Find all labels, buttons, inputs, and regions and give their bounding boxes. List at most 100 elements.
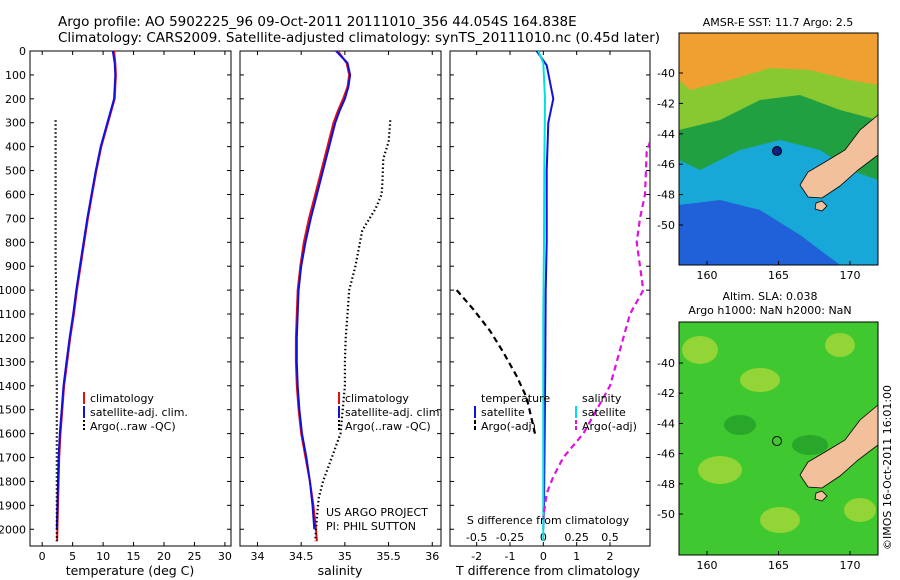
depth-tick-label: 800 xyxy=(5,236,26,249)
depth-tick-label: 1700 xyxy=(0,452,26,465)
lon-tick-label: 170 xyxy=(840,269,861,282)
x-tick-label: 34 xyxy=(250,550,264,563)
depth-tick-label: 1200 xyxy=(0,332,26,345)
legend-label-t-satellite: satellite xyxy=(481,406,525,419)
lat-tick-label: -48 xyxy=(657,189,675,202)
difference-panel-frame xyxy=(449,50,651,547)
project-credit: US ARGO PROJECT xyxy=(326,506,428,519)
salinity-x-axis: 34 34.5 35 35.5 36 xyxy=(250,51,439,563)
depth-tick-label: 1100 xyxy=(0,308,26,321)
salinity-axis-ticks xyxy=(240,50,441,530)
x-tick-label: -2 xyxy=(471,550,482,563)
series-satellite-adj-clim xyxy=(295,51,352,530)
x-tick-label: -1 xyxy=(505,550,516,563)
x-tick-label: 35.5 xyxy=(376,550,401,563)
x-tick-label: 20 xyxy=(157,550,171,563)
temperature-profiles xyxy=(54,51,117,542)
depth-tick-label: 300 xyxy=(5,117,26,130)
salinity-panel-frame xyxy=(239,50,442,547)
legend-heading-salinity: salinity xyxy=(582,392,622,405)
temperature-legend: climatology satellite-adj. clim. Argo(..… xyxy=(83,392,188,433)
lon-tick-label: 160 xyxy=(697,269,718,282)
sla-map-title-line1: Altim. SLA: 0.038 xyxy=(722,290,817,303)
depth-tick-label: 600 xyxy=(5,188,26,201)
sst-map xyxy=(679,33,878,265)
sla-map-axes: -40 -42 -44 -46 -48 -50 160 165 170 xyxy=(657,357,860,572)
series-temperature-argo-adj xyxy=(455,289,537,434)
depth-tick-label: 1800 xyxy=(0,475,26,488)
legend-label-argo: Argo(..raw -QC) xyxy=(90,420,176,433)
lat-tick-label: -40 xyxy=(657,67,675,80)
legend-heading-temperature: temperature xyxy=(481,392,550,405)
lat-tick-label: -44 xyxy=(657,128,675,141)
lat-tick-label: -50 xyxy=(657,508,675,521)
x-tick-label: 5 xyxy=(69,550,76,563)
series-salinity-satellite xyxy=(537,51,546,542)
lat-tick-label: -48 xyxy=(657,478,675,491)
x-tick-label: 34.5 xyxy=(289,550,314,563)
depth-tick-label: 1900 xyxy=(0,499,26,512)
depth-tick-label: 1500 xyxy=(0,404,26,417)
top-axis-title: S difference from climatology xyxy=(467,514,630,527)
temperature-x-axis: 0 5 10 15 20 25 30 xyxy=(39,51,232,563)
legend-label-satellite: satellite-adj. clim. xyxy=(345,406,443,419)
x-tick-label: 0 xyxy=(540,550,547,563)
x-tick-label: 15 xyxy=(127,550,141,563)
sla-patch xyxy=(825,333,855,357)
x-tick-label: 0 xyxy=(39,550,46,563)
series-temperature-satellite xyxy=(535,51,555,530)
temperature-axis-title: temperature (deg C) xyxy=(66,563,195,578)
lat-tick-label: -42 xyxy=(657,97,675,110)
difference-axis-ticks xyxy=(450,50,650,530)
salinity-legend: climatology satellite-adj. clim. Argo(..… xyxy=(338,392,443,433)
sst-map-axes: -40 -42 -44 -46 -48 -50 160 165 170 xyxy=(657,67,860,282)
sla-map xyxy=(679,322,878,555)
lat-tick-label: -46 xyxy=(657,158,675,171)
lat-tick-label: -40 xyxy=(657,357,675,370)
sla-map-title-line2: Argo h1000: NaN h2000: NaN xyxy=(688,304,851,317)
top-tick-label: -0.25 xyxy=(496,531,524,544)
depth-tick-label: 900 xyxy=(5,260,26,273)
sst-float-marker xyxy=(772,146,782,156)
top-tick-label: -0.5 xyxy=(466,531,487,544)
legend-label-satellite: satellite-adj. clim. xyxy=(90,406,188,419)
sla-patch xyxy=(844,498,876,522)
depth-tick-label: 700 xyxy=(5,212,26,225)
series-climatology xyxy=(294,51,351,542)
series-salinity-argo-adj xyxy=(542,141,650,518)
sla-patch xyxy=(698,456,742,484)
sla-patch xyxy=(682,336,718,364)
salinity-profiles xyxy=(294,51,392,542)
lon-tick-label: 165 xyxy=(768,559,789,572)
difference-axis-title: T difference from climatology xyxy=(455,563,641,578)
top-tick-label: 0.5 xyxy=(601,531,619,544)
figure-title-line2: Climatology: CARS2009. Satellite-adjuste… xyxy=(58,30,660,46)
difference-x-axis: -2 -1 0 1 2 xyxy=(471,51,614,563)
depth-tick-label: 400 xyxy=(5,141,26,154)
legend-label-s-satellite: satellite xyxy=(582,406,626,419)
lat-tick-label: -42 xyxy=(657,387,675,400)
series-argo-raw-qc xyxy=(314,120,392,542)
legend-label-s-argo: Argo(-adj) xyxy=(582,420,637,433)
depth-tick-label: 0 xyxy=(19,45,26,58)
depth-tick-label: 1600 xyxy=(0,428,26,441)
difference-legend: temperature satellite Argo(-adj) salinit… xyxy=(474,392,637,433)
lat-tick-label: -46 xyxy=(657,448,675,461)
lat-tick-label: -50 xyxy=(657,219,675,232)
legend-label-t-argo: Argo(-adj) xyxy=(481,420,536,433)
difference-profiles xyxy=(455,51,650,542)
sla-land-south-island xyxy=(799,404,878,489)
x-tick-label: 1 xyxy=(573,550,580,563)
depth-tick-label: 1000 xyxy=(0,284,26,297)
sla-patch xyxy=(792,435,828,455)
lon-tick-label: 170 xyxy=(840,559,861,572)
depth-tick-label: 1300 xyxy=(0,356,26,369)
sst-land-south-island xyxy=(799,114,878,199)
x-tick-label: 30 xyxy=(218,550,232,563)
sla-float-marker xyxy=(772,436,782,446)
x-tick-label: 2 xyxy=(607,550,614,563)
x-tick-label: 36 xyxy=(425,550,439,563)
x-tick-label: 35 xyxy=(338,550,352,563)
x-tick-label: 10 xyxy=(96,550,110,563)
